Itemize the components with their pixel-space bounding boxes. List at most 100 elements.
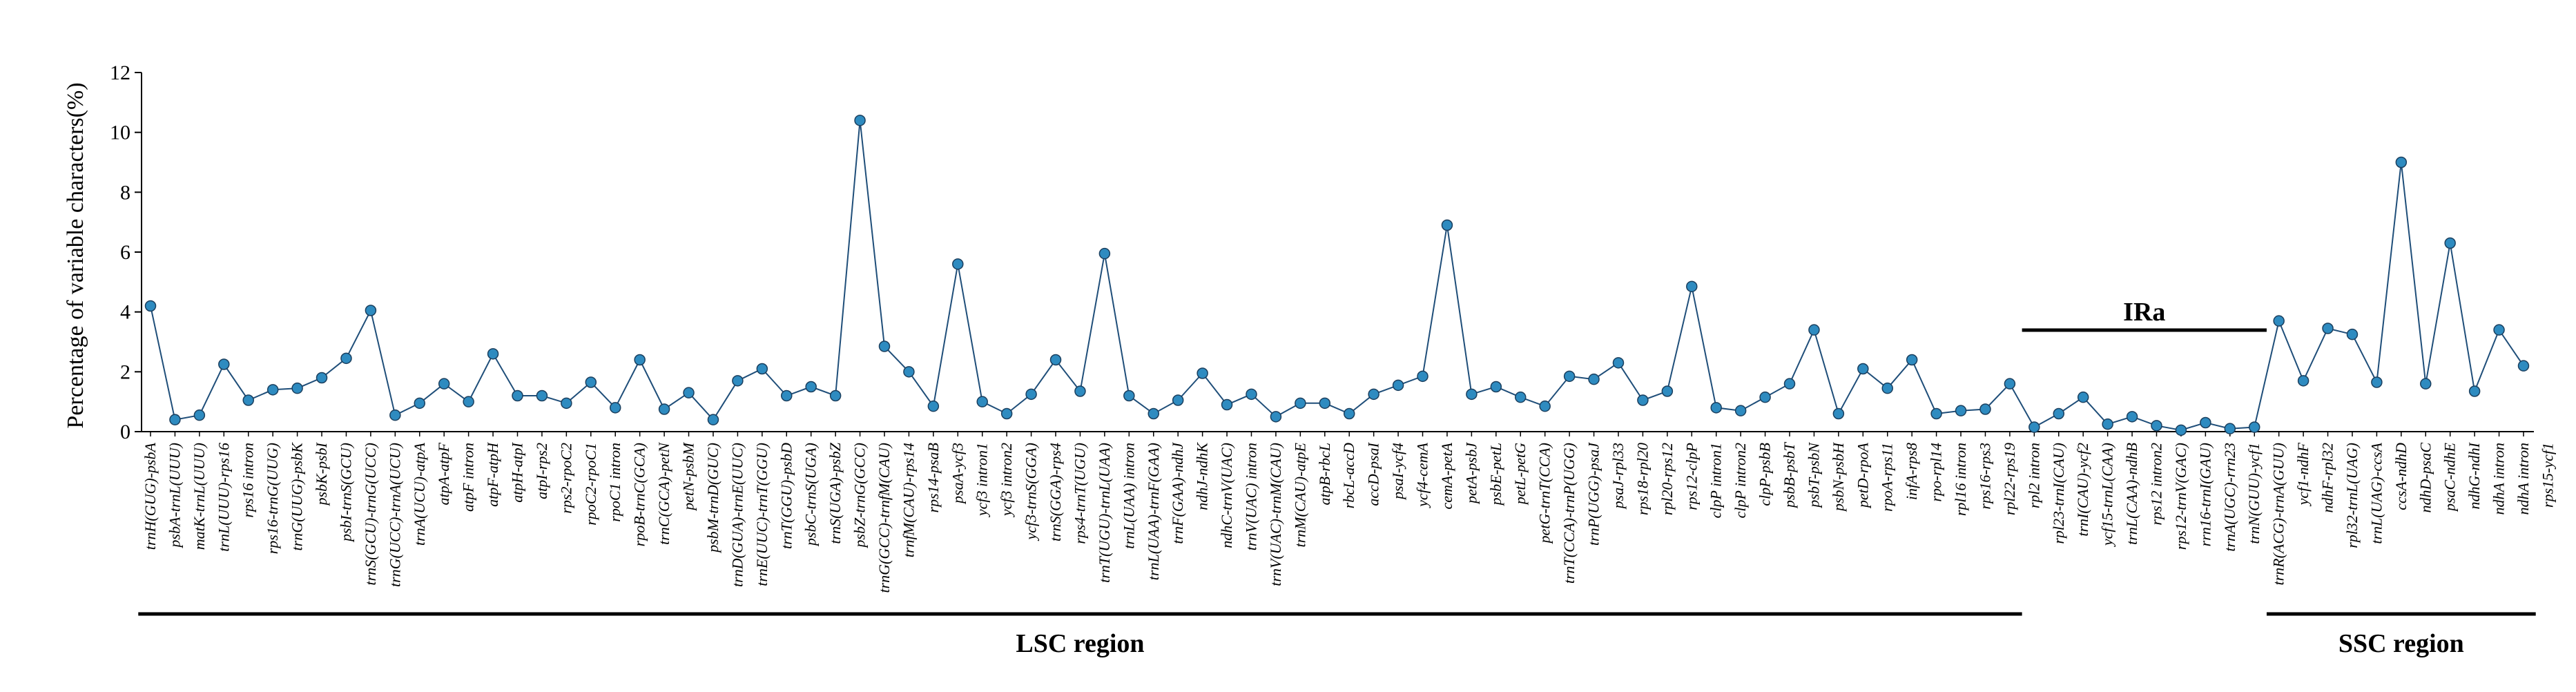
data-point [2077,391,2089,403]
x-tick-label: ycf3-trnS(GGA) [1023,443,1040,541]
x-tick-label: trnR(ACG)-trnA(GUU) [2270,443,2287,586]
x-tick-label: rpoA-rps11 [1879,443,1896,512]
data-point [1123,390,1135,402]
x-tick-label: trnV(UAC)-trnM(CAU) [1267,443,1284,586]
x-tick-label: trnN(GUU)-ycf1 [2245,443,2263,544]
data-point [2395,156,2408,169]
x-tick-label: rps2-rpoC2 [557,443,574,514]
x-tick-label: psbM-trnD(GUC) [704,443,722,554]
data-point [340,352,352,365]
x-tick-label: trnF(GAA)-ndhJ [1169,442,1186,544]
x-tick-label: trnL(UAG)-ccsA [2367,442,2385,544]
x-tick-label: ndhA intron [2490,443,2508,515]
x-tick-label: atpH-atpI [508,441,525,502]
x-tick-label: trnA(UGC)-rrn23 [2221,443,2238,552]
x-tick-label: trnD(GUA)-trnE(UUC) [728,443,746,587]
x-tick-label: psaA-ycf3 [949,443,966,505]
x-tick-label: psaC-ndhE [2441,442,2459,512]
data-point [609,402,621,414]
x-tick-label: petG-trnT(CCA) [1536,443,1553,544]
data-point [1637,394,1649,406]
x-tick-label: atpI-rps2 [533,443,550,499]
data-point [683,387,695,398]
data-point [1246,388,1257,401]
x-tick-label: trnfM(CAU)-rps14 [900,443,917,557]
x-tick-label: psaJ-rpl33 [1609,443,1627,510]
data-point [1930,407,1942,420]
x-tick-label: ycf15-trnL(CAA) [2099,443,2116,547]
y-tick-label: 8 [120,181,130,204]
data-point [1074,385,1086,397]
x-tick-label: trnL(UUU)-rps16 [215,443,232,552]
data-point [2004,378,2016,390]
data-point [463,396,474,407]
data-point [1270,411,1282,423]
x-tick-label: trnV(UAC) intron [1242,443,1259,550]
data-point [1612,357,1625,369]
data-point [2444,237,2456,249]
data-point [1417,370,1429,383]
x-tick-label: clpP intron2 [1732,443,1749,518]
data-point [2371,376,2383,388]
x-tick-label: atpA-atpF [435,442,452,505]
x-tick-label: rpoC2-rpoC1 [582,443,599,526]
y-axis-label: Percentage of variable characters(%) [63,82,88,428]
data-point [1466,388,1478,401]
x-tick-label: trnL(UAA) intron [1120,443,1137,549]
x-tick-label: ycf1-ndhF [2294,442,2312,506]
data-point [487,348,499,360]
data-point [1343,407,1355,420]
data-point [414,397,426,410]
data-point [1441,219,1453,231]
data-point [952,258,964,270]
x-tick-label: rpl23-trnI(CAU) [2050,443,2067,544]
series-line [150,120,2524,431]
x-tick-label: trnE(UUC)-trnT(GGU) [753,443,771,586]
data-point [169,414,181,425]
x-tick-label: petL-petG [1511,443,1529,506]
x-tick-label: ndhD-psaC [2417,443,2434,513]
x-tick-label: psbT-psbN [1805,442,1822,509]
x-tick-label: trnG(GCC)-trnfM(CAU) [875,443,893,593]
data-point [2468,385,2481,397]
data-point [316,372,328,384]
x-tick-label: rps16 intron [240,443,257,518]
data-point [2175,424,2187,436]
y-tick-label: 2 [120,361,130,383]
x-tick-label: rps14-psaB [924,443,942,512]
data-point [2420,378,2432,390]
region-label: SSC region [2338,629,2464,658]
x-tick-label: rbcL-accD [1340,443,1357,508]
data-point [291,382,303,394]
x-tick-label: clpP intron1 [1707,443,1725,518]
x-tick-label: rps12 intron2 [2148,443,2165,526]
x-tick-label: accD-psaI [1365,441,1382,506]
data-point [1734,405,1747,416]
x-tick-label: psbK-psbI [313,441,330,506]
x-tick-label: petD-rpoA [1854,442,1871,509]
data-point [1857,363,1869,375]
x-tick-label: ccsA-ndhD [2392,443,2410,510]
ira-region-label: IRa [2123,298,2165,327]
data-point [1025,388,1037,401]
x-tick-label: ycf3 intron2 [998,443,1015,517]
x-tick-label: trnS(GCU)-trnG(UCC) [362,443,379,586]
x-tick-label: psbB-psbT [1781,441,1798,509]
region-label: LSC region [1016,629,1144,658]
data-point [732,375,744,387]
data-point [2200,416,2211,429]
data-point [1049,354,1062,366]
data-point [389,409,401,421]
x-tick-label: psbN-psbH [1830,442,1847,512]
data-point [193,409,206,421]
data-point [512,390,523,402]
x-tick-label: psbZ-trnG(GCC) [851,443,869,549]
x-tick-label: trnA(UCU)-atpA [411,442,428,546]
data-point [267,384,279,396]
data-point [2053,407,2065,420]
x-tick-label: rpl20-rps12 [1658,443,1676,515]
data-point [2297,375,2309,387]
x-tick-label: trnI(CAU)-ycf2 [2074,443,2091,537]
x-tick-label: ndhJ-ndhK [1194,442,1211,510]
